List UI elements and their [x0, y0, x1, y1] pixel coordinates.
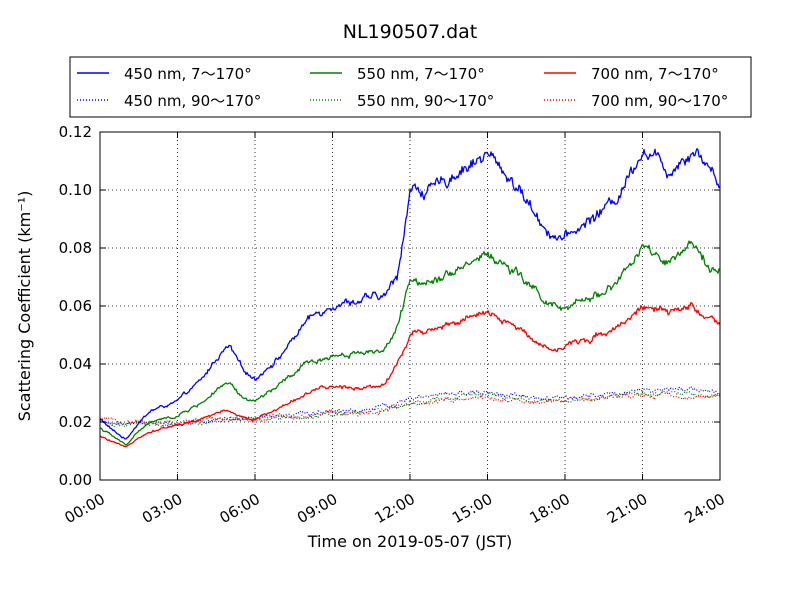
y-tick-label: 0.06 — [59, 297, 92, 315]
x-tick-label: 24:00 — [682, 490, 728, 527]
x-tick-label: 06:00 — [217, 490, 263, 527]
legend: 450 nm, 7～170° 550 nm, 7～170° 700 nm, 7～17… — [69, 56, 752, 118]
series-layer — [99, 148, 721, 448]
legend-box — [69, 56, 752, 118]
grid-lines — [100, 132, 720, 480]
x-tick-label: 18:00 — [527, 490, 573, 527]
legend-label: 550 nm, 7～170° — [357, 65, 485, 83]
y-axis-label: Scattering Coefficient (km⁻¹) — [15, 191, 34, 422]
x-tick-label: 00:00 — [62, 490, 108, 527]
chart-title: NL190507.dat — [343, 21, 478, 43]
x-tick-label: 21:00 — [604, 490, 650, 527]
x-tick-label: 12:00 — [372, 490, 418, 527]
series-line-2 — [99, 301, 721, 448]
x-tick-label: 15:00 — [449, 490, 495, 527]
y-tick-label: 0.00 — [59, 471, 92, 489]
series-line-0 — [99, 148, 721, 440]
legend-label: 700 nm, 90～170° — [591, 92, 728, 110]
y-tick-label: 0.02 — [59, 413, 92, 431]
series-line-3 — [100, 385, 721, 427]
legend-label: 550 nm, 90～170° — [357, 92, 494, 110]
y-tick-label: 0.08 — [59, 239, 92, 257]
x-tick-label: 03:00 — [139, 490, 185, 527]
axis-ticks: 00:00 03:00 06:00 09:00 12:00 15:00 18:00 21:00… — [59, 123, 728, 527]
x-tick-label: 09:00 — [294, 490, 340, 527]
y-tick-label: 0.12 — [59, 123, 92, 141]
legend-label: 450 nm, 90～170° — [124, 92, 261, 110]
y-tick-label: 0.10 — [59, 181, 92, 199]
legend-label: 450 nm, 7～170° — [124, 65, 252, 83]
x-axis-label: Time on 2019-05-07 (JST) — [307, 532, 512, 551]
series-line-1 — [99, 240, 721, 446]
series-line-4 — [99, 390, 721, 429]
y-tick-label: 0.04 — [59, 355, 92, 373]
legend-label: 700 nm, 7～170° — [591, 65, 719, 83]
